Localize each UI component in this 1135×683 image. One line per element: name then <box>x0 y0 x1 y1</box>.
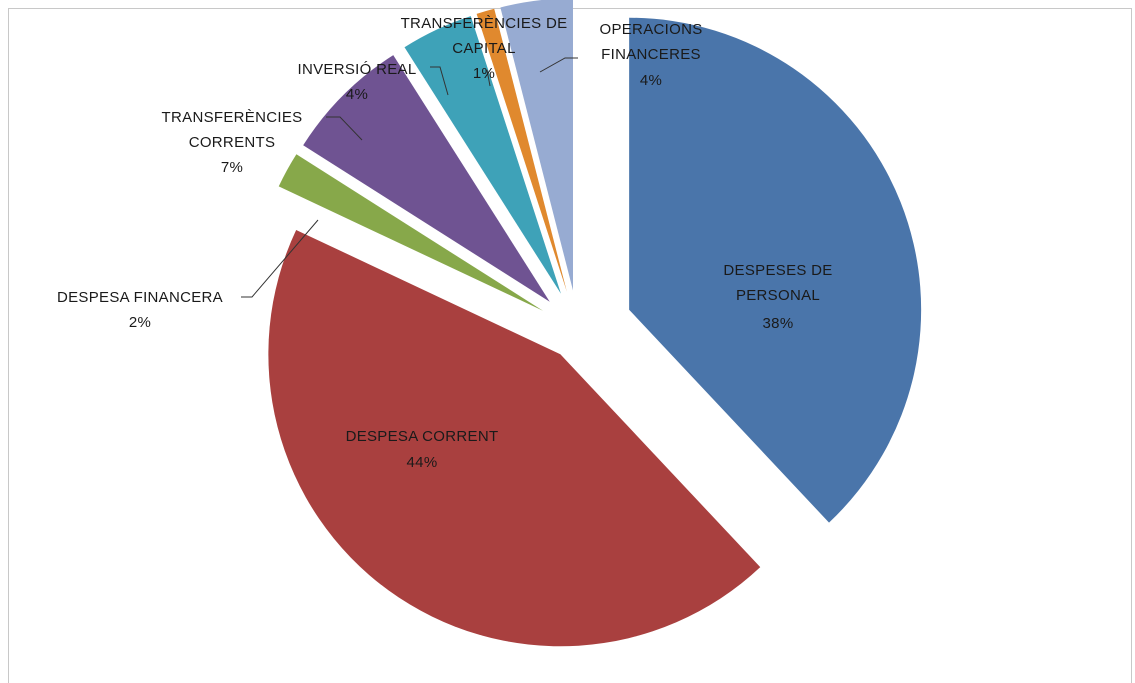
pie-slice-despesa-financera <box>278 154 543 311</box>
label-corrent: DESPESA CORRENT 44% <box>346 428 499 471</box>
label-inversio-line1: INVERSIÓ REAL <box>298 61 417 78</box>
label-transf-capital: TRANSFERÈNCIES DE CAPITAL 1% <box>401 15 568 82</box>
leader-operacions <box>539 57 578 73</box>
label-transf-capital-line1: TRANSFERÈNCIES DE <box>401 15 568 32</box>
label-financera-line1: DESPESA FINANCERA <box>57 289 223 306</box>
label-operacions-line1: OPERACIONS <box>599 21 702 38</box>
pie-slices <box>268 0 922 647</box>
leader-transf-capital <box>486 69 491 87</box>
leader-inversio <box>430 66 449 96</box>
label-personal-value: 38% <box>763 315 794 332</box>
label-financera: DESPESA FINANCERA 2% <box>57 289 223 331</box>
pie-slice-despesa-corrent <box>268 229 761 647</box>
label-transf-capital-value: 1% <box>473 65 495 82</box>
pie-slice-transfer-ncies-corrents <box>303 55 550 302</box>
label-transf-corrents-line2: CORRENTS <box>189 134 276 151</box>
label-inversio-value: 4% <box>346 86 368 103</box>
pie-slice-inversi-real <box>404 16 561 294</box>
label-corrent-line1: DESPESA CORRENT <box>346 428 499 445</box>
label-transf-corrents-line1: TRANSFERÈNCIES <box>162 109 303 126</box>
label-personal-line1: DESPESES DE <box>723 262 832 279</box>
leader-financera <box>241 219 319 298</box>
label-personal: DESPESES DE PERSONAL 38% <box>723 262 832 332</box>
label-financera-value: 2% <box>129 314 151 331</box>
label-corrent-value: 44% <box>407 454 438 471</box>
pie-slice-operacions-financeres <box>500 0 573 291</box>
pie-slice-transfer-ncies-de-capital <box>476 8 567 292</box>
label-transf-capital-line2: CAPITAL <box>452 40 516 57</box>
label-operacions: OPERACIONS FINANCERES 4% <box>599 21 702 89</box>
label-operacions-line2: FINANCERES <box>601 46 701 63</box>
leader-lines <box>241 57 578 298</box>
label-operacions-value: 4% <box>640 72 662 89</box>
label-transf-corrents: TRANSFERÈNCIES CORRENTS 7% <box>162 109 303 176</box>
label-personal-line2: PERSONAL <box>736 287 820 304</box>
label-inversio: INVERSIÓ REAL 4% <box>298 61 417 103</box>
label-transf-corrents-value: 7% <box>221 159 243 176</box>
leader-transf-corrents <box>326 116 363 141</box>
pie-slice-despeses-de-personal <box>629 17 922 523</box>
